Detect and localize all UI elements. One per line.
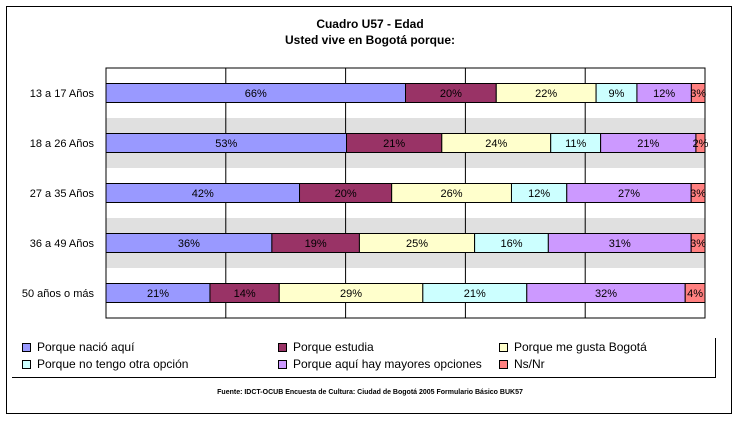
data-label: 32% <box>595 288 617 300</box>
legend-item: Porque estudia <box>278 340 374 354</box>
data-label: 21% <box>464 288 486 300</box>
legend-item: Porque no tengo otra opción <box>22 357 188 371</box>
category-label: 18 a 26 Años <box>30 138 95 150</box>
category-label: 36 a 49 Años <box>30 238 95 250</box>
data-label: 12% <box>653 88 675 100</box>
bar-segment <box>690 233 706 253</box>
data-label: 66% <box>245 88 267 100</box>
category-label: 27 a 35 Años <box>30 188 95 200</box>
data-label: 27% <box>618 188 640 200</box>
data-label: 3% <box>690 238 706 250</box>
chart-title: Cuadro U57 - Edad <box>316 17 424 31</box>
source-note: Fuente: IDCT-OCUB Encuesta de Cultura: C… <box>217 389 523 396</box>
data-label: 53% <box>215 138 237 150</box>
data-label: 20% <box>440 88 462 100</box>
data-label: 42% <box>192 188 214 200</box>
legend-item: Ns/Nr <box>499 357 545 371</box>
legend: Porque nació aquí Porque estudia Porque me… <box>12 338 716 378</box>
legend-swatch <box>22 359 31 369</box>
data-label: 21% <box>383 138 405 150</box>
data-label: 3% <box>690 88 706 100</box>
data-label: 24% <box>485 138 507 150</box>
legend-swatch <box>278 359 287 369</box>
data-label: 21% <box>147 288 169 300</box>
bar-segment <box>695 133 706 153</box>
category-label: 13 a 17 Años <box>30 88 95 100</box>
legend-label: Porque no tengo otra opción <box>37 357 189 371</box>
legend-item: Porque aquí hay mayores opciones <box>278 357 482 371</box>
data-label: 2% <box>693 138 709 150</box>
legend-item: Porque nació aquí <box>22 340 134 354</box>
data-label: 19% <box>305 238 327 250</box>
data-label: 12% <box>528 188 550 200</box>
data-label: 9% <box>609 88 625 100</box>
data-label: 20% <box>335 188 357 200</box>
data-label: 29% <box>340 288 362 300</box>
legend-swatch <box>278 342 287 352</box>
bar-segment <box>684 283 706 303</box>
legend-swatch <box>22 342 31 352</box>
legend-label: Porque nació aquí <box>37 340 135 354</box>
category-label: 50 años o más <box>22 288 95 300</box>
data-label: 4% <box>687 288 703 300</box>
legend-label: Porque estudia <box>293 340 374 354</box>
data-label: 3% <box>690 188 706 200</box>
data-label: 31% <box>609 238 631 250</box>
data-label: 16% <box>500 238 522 250</box>
legend-swatch <box>499 342 508 352</box>
data-label: 25% <box>406 238 428 250</box>
data-label: 26% <box>441 188 463 200</box>
data-label: 22% <box>535 88 557 100</box>
data-label: 11% <box>565 138 586 150</box>
bar-segment <box>690 183 706 203</box>
chart-frame <box>6 6 732 414</box>
chart-subtitle: Usted vive en Bogotá porque: <box>284 33 456 47</box>
bar-segment <box>690 83 706 103</box>
legend-swatch <box>499 359 508 369</box>
legend-item: Porque me gusta Bogotá <box>499 340 647 354</box>
data-label: 14% <box>234 288 256 300</box>
data-label: 36% <box>178 238 200 250</box>
legend-label: Porque aquí hay mayores opciones <box>293 357 482 371</box>
data-label: 21% <box>637 138 659 150</box>
legend-label: Porque me gusta Bogotá <box>514 340 647 354</box>
legend-label: Ns/Nr <box>514 357 545 371</box>
